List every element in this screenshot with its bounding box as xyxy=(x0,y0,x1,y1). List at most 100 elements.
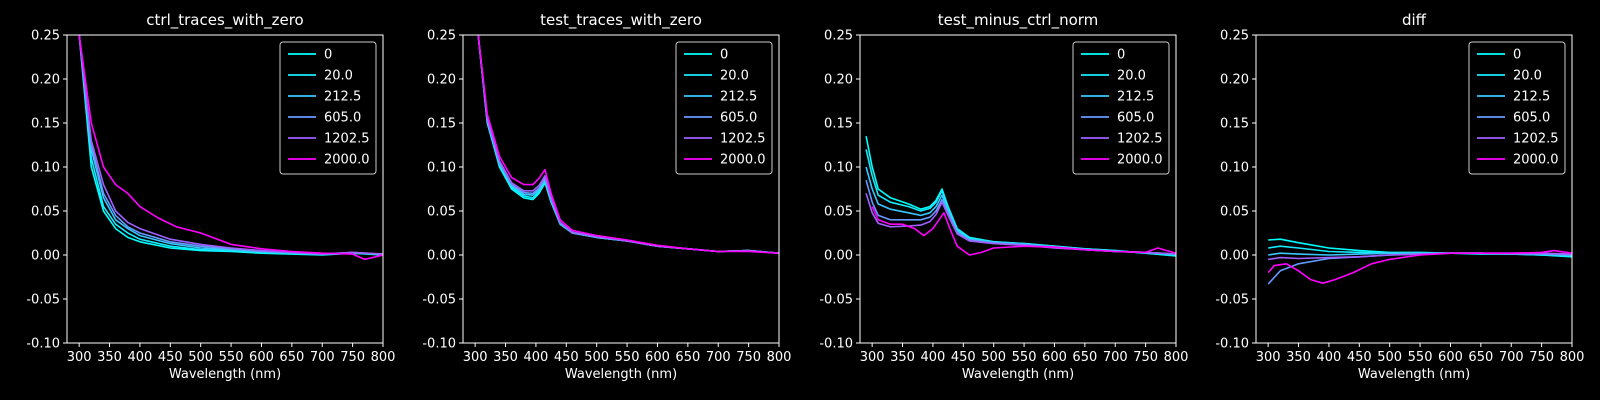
x-tick-label: 550 xyxy=(1408,350,1433,365)
x-tick-label: 300 xyxy=(463,350,488,365)
y-tick-label: 0.20 xyxy=(1220,73,1249,88)
legend-label: 2000.0 xyxy=(1513,153,1559,168)
y-tick-label: 0.10 xyxy=(1220,161,1249,176)
x-tick-label: 650 xyxy=(279,350,304,365)
y-tick-label: 0.00 xyxy=(1220,249,1249,264)
legend-label: 20.0 xyxy=(1513,69,1542,84)
x-tick-label: 550 xyxy=(219,350,244,365)
legend-label: 2000.0 xyxy=(324,153,370,168)
chart-title: diff xyxy=(1402,11,1427,29)
x-tick-label: 300 xyxy=(860,350,885,365)
x-tick-label: 300 xyxy=(67,350,92,365)
legend: 0 20.0 212.5 605.0 1202.5 2000.0 xyxy=(279,41,377,175)
series-line-1202.5 xyxy=(865,193,1176,255)
legend: 0 20.0 212.5 605.0 1202.5 2000.0 xyxy=(1072,41,1170,175)
y-tick-label: -0.05 xyxy=(1215,293,1249,308)
chart-panel-2: test_traces_with_zero 300 350 400 450 500 550 6… xyxy=(422,11,791,382)
x-tick-label: 350 xyxy=(1286,350,1311,365)
y-tick-label: -0.05 xyxy=(26,293,60,308)
x-tick-label: 650 xyxy=(1468,350,1493,365)
x-tick-label: 550 xyxy=(1012,350,1037,365)
legend-label: 212.5 xyxy=(720,90,757,105)
chart-panel-4: diff 300 350 400 450 500 550 600 650 700 750 800 -0.… xyxy=(1215,11,1584,382)
x-tick-label: 700 xyxy=(310,350,335,365)
series-line-2000.0 xyxy=(78,35,383,261)
y-tick-label: 0.05 xyxy=(427,205,456,220)
series-group xyxy=(78,35,383,261)
x-tick-label: 800 xyxy=(371,350,396,365)
y-tick-label: -0.10 xyxy=(819,337,853,352)
y-tick-label: 0.25 xyxy=(824,29,853,44)
x-axis-label: Wavelength (nm) xyxy=(962,367,1074,382)
x-tick-label: 350 xyxy=(493,350,518,365)
x-tick-label: 600 xyxy=(249,350,274,365)
y-tick-label: 0.10 xyxy=(824,161,853,176)
series-line-0 xyxy=(78,35,383,256)
y-tick-label: 0.25 xyxy=(31,29,60,44)
series-line-2000.0 xyxy=(871,206,1176,256)
legend-label: 605.0 xyxy=(324,111,361,126)
legend-label: 0 xyxy=(1117,48,1125,63)
y-tick-label: 0.00 xyxy=(427,249,456,264)
plot-frame xyxy=(462,34,780,344)
plot-frame xyxy=(1255,34,1573,344)
x-tick-label: 650 xyxy=(675,350,700,365)
legend-label: 212.5 xyxy=(324,90,361,105)
x-tick-label: 500 xyxy=(584,350,609,365)
x-axis-label: Wavelength (nm) xyxy=(565,367,677,382)
chart-title: test_minus_ctrl_norm xyxy=(938,11,1099,30)
x-tick-label: 800 xyxy=(1164,350,1189,365)
y-tick-label: 0.00 xyxy=(31,249,60,264)
legend-label: 0 xyxy=(324,48,332,63)
y-tick-label: 0.20 xyxy=(427,73,456,88)
y-tick-label: 0.25 xyxy=(427,29,456,44)
legend-label: 212.5 xyxy=(1513,90,1550,105)
legend-label: 1202.5 xyxy=(720,132,766,147)
legend-label: 0 xyxy=(720,48,728,63)
x-tick-label: 700 xyxy=(706,350,731,365)
x-tick-label: 450 xyxy=(951,350,976,365)
x-tick-label: 800 xyxy=(767,350,792,365)
y-tick-label: 0.15 xyxy=(427,117,456,132)
x-tick-label: 450 xyxy=(158,350,183,365)
x-tick-label: 700 xyxy=(1103,350,1128,365)
x-tick-label: 750 xyxy=(340,350,365,365)
plot-frame xyxy=(66,34,384,344)
series-line-1202.5 xyxy=(78,35,383,255)
y-tick-label: 0.10 xyxy=(31,161,60,176)
series-line-2000.0 xyxy=(477,35,779,254)
x-tick-label: 350 xyxy=(97,350,122,365)
x-tick-label: 450 xyxy=(1347,350,1372,365)
plot-frame xyxy=(859,34,1177,344)
x-tick-label: 500 xyxy=(188,350,213,365)
x-tick-label: 500 xyxy=(981,350,1006,365)
x-tick-label: 650 xyxy=(1072,350,1097,365)
legend-label: 2000.0 xyxy=(720,153,766,168)
x-tick-label: 400 xyxy=(524,350,549,365)
y-tick-label: 0.10 xyxy=(427,161,456,176)
x-tick-label: 600 xyxy=(1438,350,1463,365)
series-group xyxy=(1267,238,1572,285)
y-tick-label: -0.10 xyxy=(26,337,60,352)
x-tick-label: 800 xyxy=(1560,350,1585,365)
x-tick-label: 700 xyxy=(1499,350,1524,365)
legend: 0 20.0 212.5 605.0 1202.5 2000.0 xyxy=(1468,41,1566,175)
x-axis-label: Wavelength (nm) xyxy=(1358,367,1470,382)
y-tick-label: 0.25 xyxy=(1220,29,1249,44)
series-line-212.5 xyxy=(865,166,1176,255)
x-tick-label: 600 xyxy=(1042,350,1067,365)
y-tick-label: 0.00 xyxy=(824,249,853,264)
x-tick-label: 400 xyxy=(1317,350,1342,365)
legend-label: 1202.5 xyxy=(324,132,370,147)
legend-label: 1202.5 xyxy=(1513,132,1559,147)
y-tick-label: 0.05 xyxy=(1220,205,1249,220)
legend-label: 1202.5 xyxy=(1117,132,1163,147)
legend-label: 605.0 xyxy=(1117,111,1154,126)
y-tick-label: -0.05 xyxy=(422,293,456,308)
legend-label: 20.0 xyxy=(1117,69,1146,84)
legend-label: 0 xyxy=(1513,48,1521,63)
legend-label: 2000.0 xyxy=(1117,153,1163,168)
y-tick-label: 0.15 xyxy=(31,117,60,132)
series-line-20.0 xyxy=(865,149,1176,256)
